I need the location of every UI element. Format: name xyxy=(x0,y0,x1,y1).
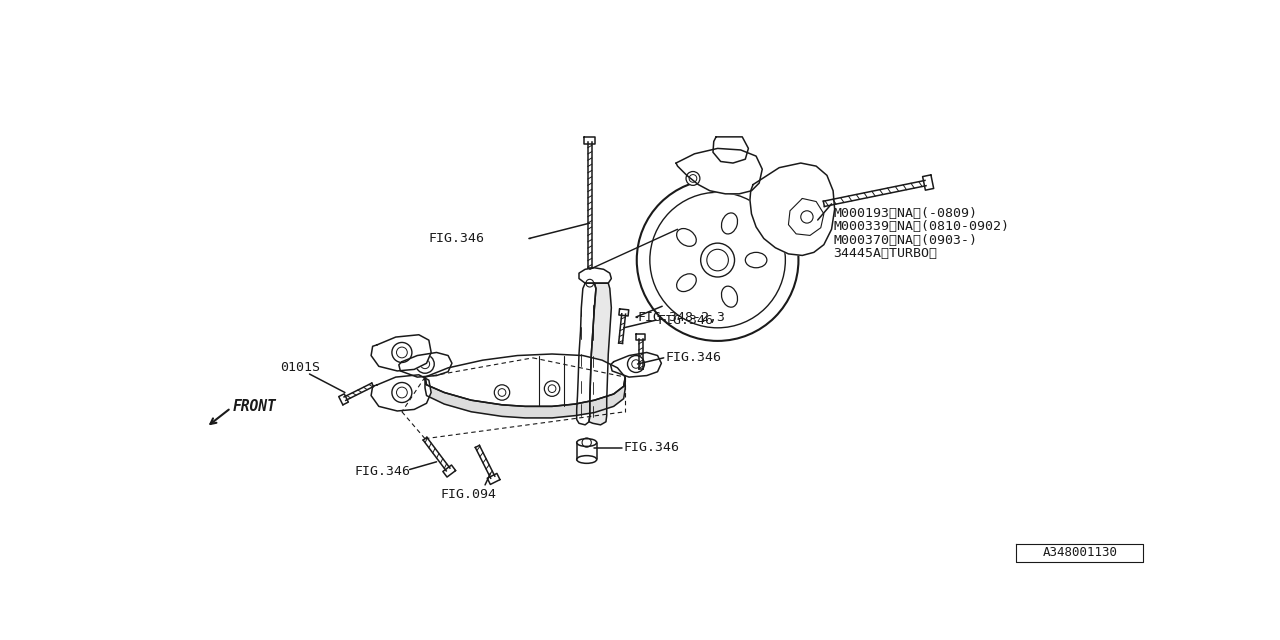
Text: FIG.346: FIG.346 xyxy=(355,465,410,477)
Polygon shape xyxy=(339,394,348,405)
Ellipse shape xyxy=(677,274,696,292)
Text: A348001130: A348001130 xyxy=(1043,546,1117,559)
Polygon shape xyxy=(589,283,612,425)
Text: FIG.346: FIG.346 xyxy=(658,314,713,326)
Ellipse shape xyxy=(577,438,596,447)
Polygon shape xyxy=(425,354,625,406)
Polygon shape xyxy=(585,137,595,144)
Circle shape xyxy=(686,172,700,186)
Text: FIG.348-2,3: FIG.348-2,3 xyxy=(637,310,726,324)
Polygon shape xyxy=(611,353,662,377)
Polygon shape xyxy=(371,335,431,371)
Text: FIG.346: FIG.346 xyxy=(623,442,680,454)
Text: FIG.346: FIG.346 xyxy=(429,232,485,245)
Polygon shape xyxy=(788,198,824,236)
Polygon shape xyxy=(750,163,835,255)
Text: M000339〈NA〉(0810-0902): M000339〈NA〉(0810-0902) xyxy=(833,220,1009,234)
Text: FIG.094: FIG.094 xyxy=(440,488,497,500)
Polygon shape xyxy=(371,375,431,411)
Polygon shape xyxy=(676,148,763,194)
Circle shape xyxy=(700,243,735,277)
Polygon shape xyxy=(636,334,645,340)
Ellipse shape xyxy=(722,213,737,234)
Polygon shape xyxy=(923,175,933,190)
Polygon shape xyxy=(577,283,596,425)
Polygon shape xyxy=(579,268,612,283)
Polygon shape xyxy=(425,377,625,418)
Polygon shape xyxy=(399,353,452,377)
Polygon shape xyxy=(713,137,749,163)
Text: FIG.346: FIG.346 xyxy=(666,351,721,364)
Ellipse shape xyxy=(577,456,596,463)
Polygon shape xyxy=(488,474,500,484)
Ellipse shape xyxy=(677,228,696,246)
Text: 34445A〈TURBO〉: 34445A〈TURBO〉 xyxy=(833,246,937,260)
Text: 0101S: 0101S xyxy=(280,362,320,374)
Ellipse shape xyxy=(745,252,767,268)
Text: M000370〈NA〉(0903-): M000370〈NA〉(0903-) xyxy=(833,234,977,246)
Text: M000193〈NA〉(-0809): M000193〈NA〉(-0809) xyxy=(833,207,977,220)
Polygon shape xyxy=(620,309,628,316)
Ellipse shape xyxy=(722,286,737,307)
Circle shape xyxy=(636,179,799,341)
Polygon shape xyxy=(443,465,456,477)
Text: FRONT: FRONT xyxy=(233,399,276,414)
